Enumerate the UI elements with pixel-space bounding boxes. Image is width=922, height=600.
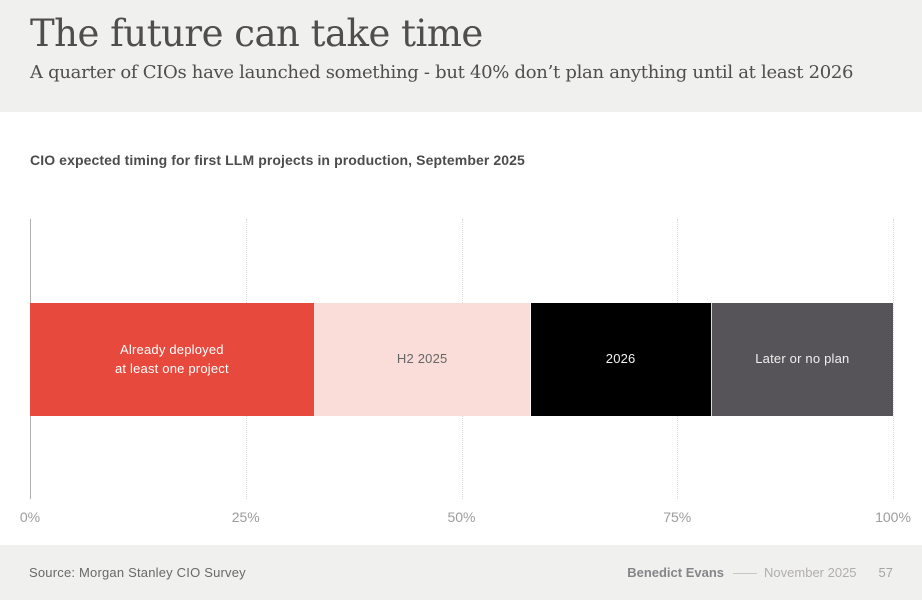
bar-segment-4: Later or no plan [711,303,893,416]
bar-segment-label-2: H2 2025 [396,351,448,367]
stacked-bar: Already deployed at least one project H2 … [30,303,893,416]
source-text: Source: Morgan Stanley CIO Survey [29,565,246,580]
bar-segment-label-3: 2026 [605,351,636,367]
footer-separator: —— [733,565,757,580]
bar-segment-3: 2026 [530,303,712,416]
page-number: 57 [878,565,893,580]
x-tick-label-75: 75% [663,509,692,525]
bar-segment-1: Already deployed at least one project [30,303,315,416]
footer-author: Benedict Evans [627,565,725,580]
slide-title: The future can take time [30,12,483,55]
gridline-100 [893,219,894,499]
plot-area: Already deployed at least one project H2 … [20,219,911,525]
footer-date: November 2025 [764,565,857,580]
chart-title: CIO expected timing for first LLM projec… [30,152,525,168]
slide-subtitle: A quarter of CIOs have launched somethin… [30,62,854,83]
header-band: The future can take time A quarter of CI… [0,0,922,112]
bar-segment-label-1: Already deployed at least one project [114,341,229,376]
footer-credit: Benedict Evans —— November 2025 57 [627,565,893,580]
x-tick-label-50: 50% [447,509,476,525]
x-tick-label-0: 0% [19,509,41,525]
footer-band: Source: Morgan Stanley CIO Survey Benedi… [0,545,922,600]
x-tick-label-25: 25% [231,509,260,525]
bar-segment-2: H2 2025 [314,303,531,416]
bar-segment-label-4: Later or no plan [755,351,850,367]
x-tick-label-100: 100% [875,509,911,525]
